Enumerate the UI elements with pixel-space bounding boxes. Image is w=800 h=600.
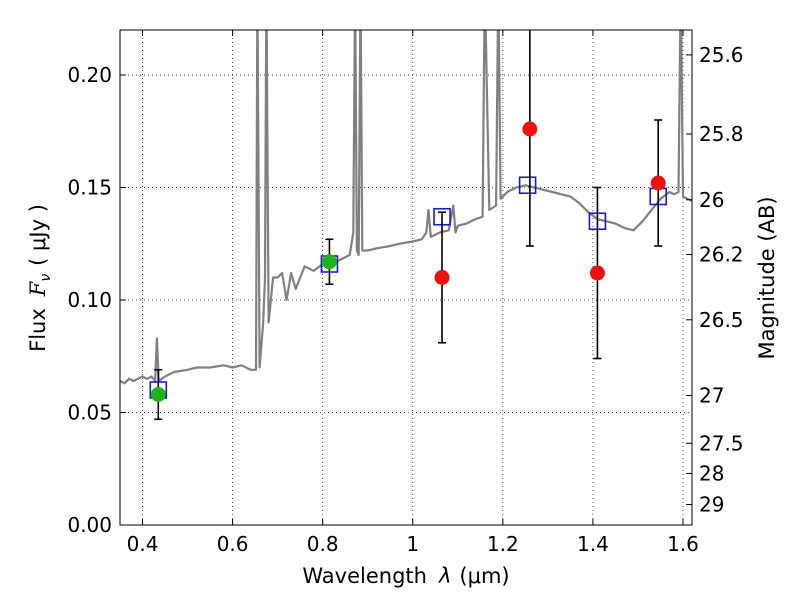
y2-tick-label: 25.6 <box>699 43 744 67</box>
x-tick-label: 1.4 <box>577 532 609 556</box>
y2-tick-label: 26.2 <box>699 242 744 266</box>
y2-tick-label: 27.5 <box>699 431 744 455</box>
x-tick-label: 0.4 <box>127 532 159 556</box>
plot-area <box>120 30 692 525</box>
data-layer <box>120 30 692 385</box>
y-tick-label: 0.10 <box>67 288 112 312</box>
y-tick-label: 0.00 <box>67 513 112 537</box>
observed-point <box>150 387 166 402</box>
y2-tick-label: 27 <box>699 384 724 408</box>
model-spectrum-line <box>120 30 692 385</box>
x-tick-label: 1 <box>406 532 419 556</box>
observed-point <box>522 121 538 137</box>
y2-axis-label: Magnitude (AB) <box>755 196 779 359</box>
x-tick-label: 0.8 <box>307 532 339 556</box>
y2-tick-label: 29 <box>699 492 724 516</box>
y-axis-label: FluxFν( μJy ) <box>26 204 54 352</box>
points-layer <box>149 30 668 421</box>
x-tick-label: 0.6 <box>217 532 249 556</box>
plot-frame <box>119 29 693 526</box>
x-axis-label: Wavelength λ (μm) <box>302 564 509 588</box>
ticks: 0.4 0.6 0.8 1 1.2 1.4 1.6 0.00 0.05 0.10 0.15 0.20 2… <box>67 30 744 556</box>
observed-point <box>321 254 337 270</box>
y2-tick-label: 26.5 <box>699 308 744 332</box>
observed-point <box>589 265 605 281</box>
y2-tick-label: 25.8 <box>699 122 744 146</box>
y-tick-label: 0.15 <box>67 176 112 200</box>
y2-tick-label: 26 <box>699 188 724 212</box>
x-tick-label: 1.2 <box>487 532 519 556</box>
model-band-square <box>518 176 537 195</box>
observed-point <box>650 175 666 191</box>
observed-point <box>434 270 450 285</box>
y2-tick-label: 28 <box>699 461 724 485</box>
y-tick-label: 0.20 <box>67 63 112 87</box>
x-tick-label: 1.6 <box>667 532 699 556</box>
y-tick-label: 0.05 <box>67 401 112 425</box>
